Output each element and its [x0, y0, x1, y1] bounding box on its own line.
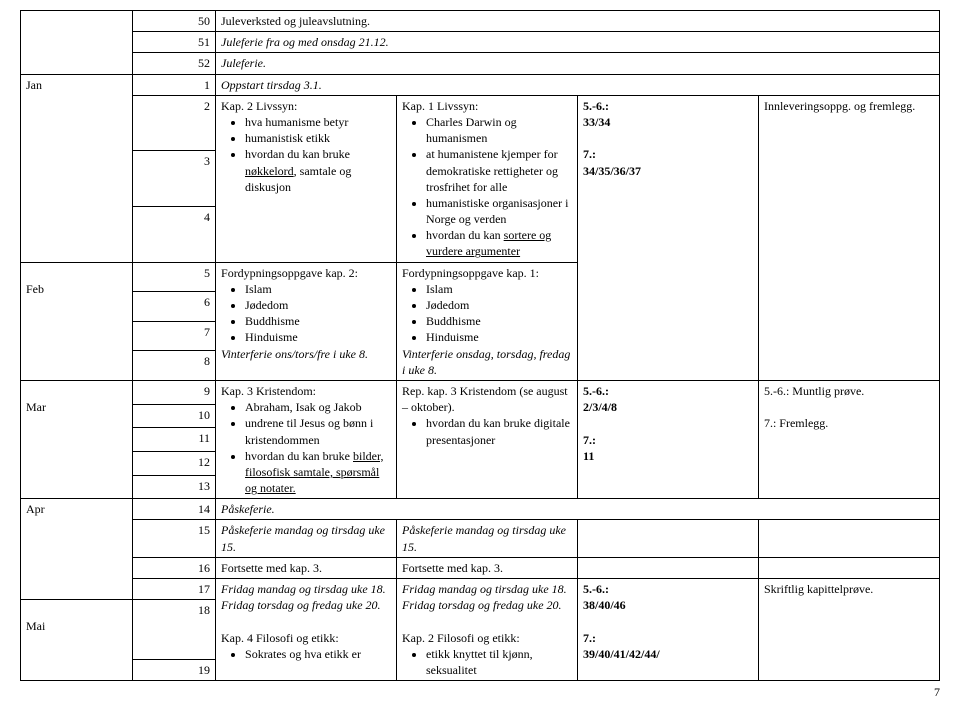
cell-week-52: 52 — [133, 53, 216, 74]
cell-r16a: Fortsette med kap. 3. — [216, 557, 397, 578]
cell-r15d — [758, 520, 939, 557]
cell-week-8: 8 — [133, 351, 216, 381]
li: humanistisk etikk — [245, 130, 391, 146]
li: Charles Darwin og humanismen — [426, 114, 572, 146]
li: hvordan du kan bruke nøkkelord, samtale … — [245, 146, 391, 195]
cell-week-11: 11 — [133, 428, 216, 452]
cell-r17b: Fridag mandag og tirsdag uke 18. Fridag … — [397, 579, 578, 681]
cell-r15c — [577, 520, 758, 557]
cell-kap2: Kap. 2 Livssyn: hva humanisme betyr huma… — [216, 95, 397, 262]
li: undrene til Jesus og bønn i kristendomme… — [245, 415, 391, 447]
li: Abraham, Isak og Jakob — [245, 399, 391, 415]
cell-notes-2: 5.-6.: Muntlig prøve. 7.: Fremlegg. — [758, 380, 939, 498]
cell-refs-2: 5.-6.: 2/3/4/8 7.: 11 — [577, 380, 758, 498]
cell-notes-1: Innleveringsoppg. og fremlegg. — [758, 95, 939, 380]
li: Islam — [245, 281, 391, 297]
cell-rep3: Rep. kap. 3 Kristendom (se august – okto… — [397, 380, 578, 498]
li: Hinduisme — [245, 329, 391, 345]
li: Buddhisme — [245, 313, 391, 329]
li: Hinduisme — [426, 329, 572, 345]
li: Jødedom — [426, 297, 572, 313]
cell-week-7: 7 — [133, 321, 216, 351]
plan-table: 50 Juleverksted og juleavslutning. 51 Ju… — [20, 10, 940, 681]
li: hvordan du kan bruke digitale presentasj… — [426, 415, 572, 447]
cell-r51: Juleferie fra og med onsdag 21.12. — [216, 32, 940, 53]
li: hvordan du kan bruke bilder, filosofisk … — [245, 448, 391, 497]
cell-r17d: Skriftlig kapittelprøve. — [758, 579, 939, 681]
li: humanistiske organisasjoner i Norge og v… — [426, 195, 572, 227]
cell-r16d — [758, 557, 939, 578]
cell-r50: Juleverksted og juleavslutning. — [216, 11, 940, 32]
cell-week-14: 14 — [133, 499, 216, 520]
cell-week-12: 12 — [133, 451, 216, 475]
cell-kap3: Kap. 3 Kristendom: Abraham, Isak og Jako… — [216, 380, 397, 498]
cell-week-50: 50 — [133, 11, 216, 32]
cell-week-19: 19 — [133, 659, 216, 680]
cell-week-51: 51 — [133, 32, 216, 53]
cell-week-2: 2 — [133, 95, 216, 151]
cell-week-13: 13 — [133, 475, 216, 499]
li: hvordan du kan sortere og vurdere argume… — [426, 227, 572, 259]
cell-r17c: 5.-6.: 38/40/46 7.: 39/40/41/42/44/ — [577, 579, 758, 681]
li: Sokrates og hva etikk er — [245, 646, 391, 662]
cell-refs-1: 5.-6.: 33/34 7.: 34/35/36/37 — [577, 95, 758, 380]
cell-week-9: 9 — [133, 380, 216, 404]
cell-month-mai: Mai — [21, 600, 133, 681]
cell-week-4: 4 — [133, 207, 216, 263]
cell-fk1: Fordypningsoppgave kap. 1: Islam Jødedom… — [397, 262, 578, 380]
cell-r16b: Fortsette med kap. 3. — [397, 557, 578, 578]
li: Islam — [426, 281, 572, 297]
cell-month-apr: Apr — [21, 499, 133, 600]
li: etikk knyttet til kjønn, seksualitet — [426, 646, 572, 678]
li: hva humanisme betyr — [245, 114, 391, 130]
cell-r1: Oppstart tirsdag 3.1. — [216, 74, 940, 95]
cell-r14: Påskeferie. — [216, 499, 940, 520]
cell-month-blank — [21, 11, 133, 75]
cell-r15a: Påskeferie mandag og tirsdag uke 15. — [216, 520, 397, 557]
cell-week-10: 10 — [133, 404, 216, 428]
li: at humanistene kjemper for demokratiske … — [426, 146, 572, 195]
page-number: 7 — [20, 685, 940, 700]
li: Buddhisme — [426, 313, 572, 329]
cell-week-15: 15 — [133, 520, 216, 557]
cell-week-16: 16 — [133, 557, 216, 578]
cell-r15b: Påskeferie mandag og tirsdag uke 15. — [397, 520, 578, 557]
cell-month-feb: Feb — [21, 262, 133, 380]
cell-month-mar: Mar — [21, 380, 133, 498]
cell-week-18: 18 — [133, 600, 216, 660]
cell-r52: Juleferie. — [216, 53, 940, 74]
cell-week-5: 5 — [133, 262, 216, 292]
cell-week-17: 17 — [133, 579, 216, 600]
cell-week-3: 3 — [133, 151, 216, 207]
cell-r16c — [577, 557, 758, 578]
cell-kap1: Kap. 1 Livssyn: Charles Darwin og humani… — [397, 95, 578, 262]
cell-week-1: 1 — [133, 74, 216, 95]
li: Jødedom — [245, 297, 391, 313]
cell-r17a: Fridag mandag og tirsdag uke 18. Fridag … — [216, 579, 397, 681]
cell-fk2: Fordypningsoppgave kap. 2: Islam Jødedom… — [216, 262, 397, 380]
cell-month-jan: Jan — [21, 74, 133, 262]
cell-week-6: 6 — [133, 292, 216, 322]
